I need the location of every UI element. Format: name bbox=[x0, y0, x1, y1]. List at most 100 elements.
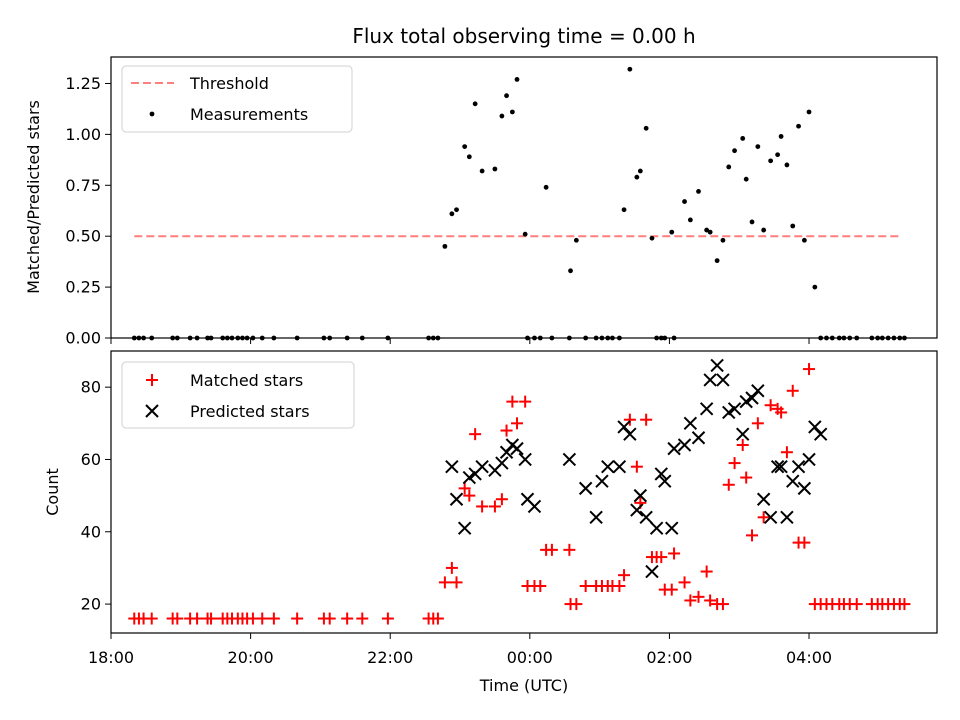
top-y-tick-label: 0.25 bbox=[65, 278, 101, 297]
bottom-legend: Matched stars Predicted stars bbox=[121, 361, 355, 429]
predicted-star-point bbox=[791, 459, 806, 474]
bottom-y-ticks: 20 40 60 80 bbox=[81, 378, 111, 614]
measurement-point bbox=[454, 207, 459, 213]
measurement-point bbox=[462, 144, 468, 149]
measurement-point bbox=[568, 268, 573, 274]
measurement-point bbox=[492, 166, 498, 172]
predicted-star-point bbox=[449, 492, 464, 506]
matched-star-point bbox=[458, 482, 471, 495]
predicted-star-point bbox=[665, 521, 679, 535]
predicted-star-point bbox=[527, 499, 542, 514]
top-y-ticks: 0.00 0.25 0.50 0.75 1.00 1.25 bbox=[65, 74, 111, 348]
legend-matched-label: Matched stars bbox=[190, 371, 303, 390]
measurement-point bbox=[740, 136, 746, 141]
matched-star-point bbox=[780, 446, 793, 459]
predicted-star-point bbox=[445, 459, 459, 474]
predicted-star-point bbox=[658, 474, 672, 488]
matched-star-point bbox=[630, 460, 643, 473]
measurement-point bbox=[669, 229, 675, 235]
matched-star-point bbox=[476, 500, 489, 513]
measurement-point bbox=[806, 109, 812, 115]
measurement-point bbox=[790, 223, 796, 229]
matched-star-point bbox=[751, 417, 764, 430]
bottom-x-tick-label: 18:00 bbox=[88, 648, 134, 667]
predicted-star-point bbox=[756, 492, 771, 506]
predicted-star-point bbox=[727, 402, 742, 416]
measurement-point bbox=[687, 217, 693, 223]
measurement-point bbox=[743, 176, 749, 182]
measurement-point bbox=[707, 229, 713, 235]
matched-star-point bbox=[704, 594, 717, 607]
measurement-point bbox=[634, 174, 640, 180]
predicted-star-point bbox=[623, 427, 637, 441]
legend-threshold-label: Threshold bbox=[189, 74, 269, 93]
measurement-point bbox=[637, 168, 643, 174]
matched-star-point bbox=[256, 612, 269, 625]
matched-star-point bbox=[463, 489, 476, 502]
bottom-y-tick-label: 60 bbox=[81, 450, 101, 469]
predicted-star-point bbox=[562, 452, 577, 467]
bottom-x-tick-label: 04:00 bbox=[786, 648, 832, 667]
measurement-point bbox=[499, 113, 505, 119]
bottom-x-axis-label: Time (UTC) bbox=[479, 676, 568, 695]
matched-star-point bbox=[445, 561, 458, 574]
matched-star-point bbox=[692, 590, 705, 603]
matched-star-point bbox=[145, 612, 158, 625]
measurement-point bbox=[472, 101, 478, 107]
predicted-star-point bbox=[774, 459, 788, 474]
matched-star-point bbox=[736, 439, 749, 451]
measurement-point bbox=[778, 134, 784, 139]
matched-star-point bbox=[356, 612, 369, 625]
top-axes-frame bbox=[110, 56, 938, 339]
measurement-point bbox=[514, 76, 520, 82]
predicted-star-point bbox=[649, 521, 664, 535]
predicted-star-point bbox=[699, 402, 714, 416]
measurement-point bbox=[726, 164, 732, 170]
matched-star-point bbox=[563, 543, 576, 556]
matched-star-point bbox=[740, 471, 753, 484]
measurement-point bbox=[732, 148, 737, 154]
predicted-star-point bbox=[780, 510, 794, 525]
bottom-x-tick-label: 00:00 bbox=[507, 648, 553, 667]
predicted-star-point bbox=[691, 431, 706, 445]
matched-star-point bbox=[488, 500, 501, 513]
top-plot-area bbox=[131, 66, 907, 341]
predicted-star-point bbox=[589, 510, 603, 525]
predicted-star-point bbox=[763, 510, 778, 525]
matched-star-point bbox=[545, 543, 558, 556]
predicted-star-point bbox=[630, 503, 644, 517]
predicted-star-point bbox=[639, 510, 653, 525]
measurement-point bbox=[621, 207, 627, 213]
matched-star-point bbox=[665, 583, 678, 596]
matched-star-point bbox=[381, 612, 394, 625]
predicted-star-point bbox=[739, 394, 753, 409]
matched-star-point bbox=[798, 536, 811, 549]
top-y-tick-label: 0.00 bbox=[65, 329, 101, 348]
top-panel: Flux total observing time = 0.00 h Match… bbox=[24, 24, 938, 348]
predicted-star-point bbox=[802, 452, 816, 467]
matched-star-point bbox=[506, 395, 519, 408]
measurement-point bbox=[682, 199, 687, 204]
matched-star-point bbox=[469, 428, 482, 441]
matched-star-point bbox=[267, 612, 280, 625]
predicted-star-point bbox=[710, 358, 724, 373]
predicted-star-point bbox=[612, 459, 627, 474]
matched-star-point bbox=[570, 598, 583, 611]
matched-star-point bbox=[534, 580, 547, 592]
bottom-axes-frame bbox=[110, 350, 938, 634]
matched-star-point bbox=[623, 413, 636, 426]
measurement-point bbox=[796, 123, 801, 129]
predicted-star-point bbox=[475, 459, 489, 474]
measurement-point bbox=[801, 237, 807, 243]
top-y-axis-label: Matched/Predicted stars bbox=[24, 100, 43, 294]
measurement-point bbox=[812, 284, 818, 290]
matched-star-point bbox=[618, 569, 631, 582]
legend-measurements-swatch bbox=[149, 111, 155, 117]
predicted-star-point bbox=[703, 373, 717, 387]
measurement-point bbox=[442, 243, 448, 249]
matched-star-point bbox=[850, 598, 863, 611]
bottom-plot-area bbox=[128, 358, 911, 625]
measurement-point bbox=[573, 237, 579, 243]
chart-title: Flux total observing time = 0.00 h bbox=[352, 24, 695, 48]
measurement-point bbox=[720, 237, 726, 243]
